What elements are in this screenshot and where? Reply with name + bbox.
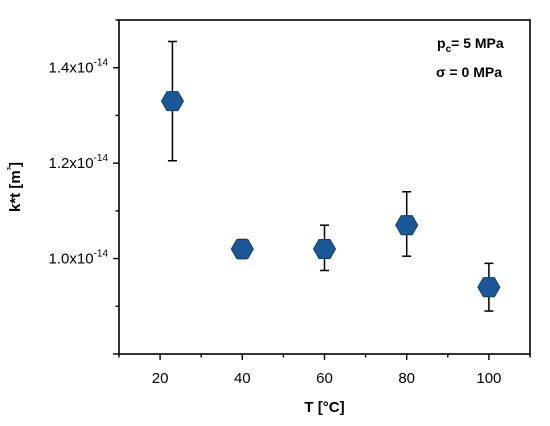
- x-axis-label: T [°C]: [304, 399, 344, 416]
- hexagon-marker: [312, 239, 337, 260]
- data-point: [477, 262, 501, 312]
- hexagon-marker: [160, 91, 185, 112]
- hexagon-marker: [230, 239, 254, 260]
- x-tick-label: 100: [476, 370, 501, 387]
- annotations: pc= 5 MPa σ = 0 MPa: [436, 35, 504, 80]
- data-point: [230, 238, 254, 260]
- y-tick-label: 1.0x10-14: [49, 249, 109, 268]
- data-point: [395, 191, 419, 257]
- y-tick-label: 1.4x10-14: [49, 58, 109, 77]
- annotation-pressure: pc= 5 MPa: [437, 35, 504, 55]
- x-tick-label: 20: [152, 370, 169, 387]
- x-tick-label: 80: [398, 370, 415, 387]
- y-axis-label: k*t [m³]: [6, 162, 24, 212]
- hexagon-marker: [477, 277, 501, 298]
- data-point: [160, 40, 185, 162]
- y-axis: 1.0x10-14 1.2x10-14 1.4x10-14: [49, 19, 119, 355]
- annotation-stress: σ = 0 MPa: [436, 64, 502, 80]
- x-tick-label: 40: [234, 370, 251, 387]
- x-tick-label: 60: [316, 370, 333, 387]
- x-axis: 20 40 60 80 100: [118, 354, 531, 387]
- data-point: [312, 224, 337, 272]
- hexagon-marker: [395, 215, 419, 236]
- data-series: [160, 40, 501, 312]
- y-tick-label: 1.2x10-14: [49, 153, 109, 172]
